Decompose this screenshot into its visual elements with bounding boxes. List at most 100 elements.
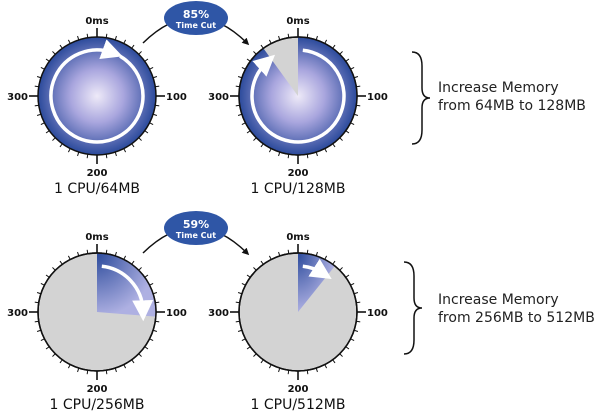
minor-tick xyxy=(152,292,158,295)
tick-label-bottom: 200 xyxy=(87,384,108,395)
minor-tick xyxy=(131,260,135,265)
note-line-1: Increase Memory xyxy=(438,292,559,308)
minor-tick xyxy=(152,76,158,79)
minor-tick xyxy=(246,274,251,278)
badge-label: Time Cut xyxy=(176,21,216,30)
minor-tick xyxy=(114,251,117,257)
minor-tick xyxy=(86,249,89,254)
minor-tick xyxy=(278,151,281,157)
minor-tick xyxy=(45,346,50,350)
minor-tick xyxy=(59,143,63,148)
elapsed-time-arrow xyxy=(302,258,332,279)
minor-tick xyxy=(268,364,272,369)
minor-tick xyxy=(235,104,240,107)
minor-tick xyxy=(59,359,63,364)
minor-tick xyxy=(332,359,336,364)
minor-tick xyxy=(278,251,281,257)
tick-label-left: 300 xyxy=(7,308,28,319)
elapsed-time-arrow xyxy=(250,48,346,144)
minor-tick xyxy=(260,143,264,148)
tick-label-top: 0ms xyxy=(286,16,309,27)
brace xyxy=(411,51,431,145)
tick-label-bottom: 200 xyxy=(288,168,309,179)
tick-label-bottom: 200 xyxy=(288,384,309,395)
minor-tick xyxy=(144,58,149,62)
minor-tick xyxy=(332,44,336,49)
minor-tick xyxy=(45,274,50,278)
clock-1-cpu-128mb: 0ms 100 200 300 1 CPU/128MB xyxy=(208,16,388,197)
clock-caption: 1 CPU/64MB xyxy=(54,181,140,197)
minor-tick xyxy=(260,44,264,49)
minor-tick xyxy=(67,255,71,260)
minor-tick xyxy=(345,346,350,350)
minor-tick xyxy=(40,122,45,126)
minor-tick xyxy=(350,282,355,286)
minor-tick xyxy=(138,137,142,141)
minor-tick xyxy=(345,58,350,62)
minor-tick xyxy=(241,66,246,70)
elapsed-time-arrow xyxy=(101,264,154,322)
minor-tick xyxy=(315,251,318,257)
minor-tick xyxy=(155,320,160,323)
minor-tick xyxy=(105,33,108,38)
tick-label-top: 0ms xyxy=(286,232,309,243)
minor-tick xyxy=(114,367,117,373)
minor-tick xyxy=(149,338,154,342)
minor-tick xyxy=(237,76,243,79)
tick-label-right: 100 xyxy=(367,308,388,319)
minor-tick xyxy=(40,338,45,342)
minor-tick xyxy=(356,85,361,88)
minor-tick xyxy=(152,113,158,116)
note-line-2: from 256MB to 512MB xyxy=(438,310,595,326)
brace xyxy=(403,261,423,355)
tick-label-right: 100 xyxy=(166,308,187,319)
minor-tick xyxy=(246,58,251,62)
tick-label-bottom: 200 xyxy=(87,168,108,179)
clock-1-cpu-256mb: 0ms 100 200 300 1 CPU/256MB xyxy=(7,232,187,413)
minor-tick xyxy=(332,260,336,265)
note-line-1: Increase Memory xyxy=(438,80,559,96)
minor-tick xyxy=(131,44,135,49)
minor-tick xyxy=(350,122,355,126)
dial-face xyxy=(37,36,157,156)
tick-label-right: 100 xyxy=(367,92,388,103)
minor-tick xyxy=(237,329,243,332)
minor-tick xyxy=(268,148,272,153)
minor-tick xyxy=(59,260,63,265)
minor-tick xyxy=(40,66,45,70)
minor-tick xyxy=(52,51,56,55)
minor-tick xyxy=(278,367,281,373)
minor-tick xyxy=(138,51,142,55)
minor-tick xyxy=(306,249,309,254)
minor-tick xyxy=(123,255,127,260)
minor-tick xyxy=(315,367,318,373)
minor-tick xyxy=(59,44,63,49)
minor-tick xyxy=(350,338,355,342)
minor-tick xyxy=(253,267,257,271)
minor-tick xyxy=(123,148,127,153)
minor-tick xyxy=(324,148,328,153)
tick-label-left: 300 xyxy=(7,92,28,103)
minor-tick xyxy=(356,104,361,107)
minor-tick xyxy=(350,66,355,70)
minor-tick xyxy=(77,367,80,373)
clock-caption: 1 CPU/256MB xyxy=(50,397,145,413)
minor-tick xyxy=(287,33,290,38)
minor-tick xyxy=(52,267,56,271)
minor-tick xyxy=(45,58,50,62)
tick-label-left: 300 xyxy=(208,92,229,103)
minor-tick xyxy=(246,346,251,350)
minor-tick xyxy=(34,320,39,323)
minor-tick xyxy=(144,346,149,350)
minor-tick xyxy=(339,51,343,55)
minor-tick xyxy=(306,370,309,375)
minor-tick xyxy=(123,39,127,44)
minor-tick xyxy=(353,329,359,332)
minor-tick xyxy=(114,151,117,157)
minor-tick xyxy=(67,364,71,369)
tick-label-top: 0ms xyxy=(85,232,108,243)
minor-tick xyxy=(332,143,336,148)
minor-tick xyxy=(268,39,272,44)
row-2: 0ms 100 200 300 1 CPU/256MB 0ms 100 200 300 1 CP… xyxy=(7,211,595,413)
minor-tick xyxy=(52,137,56,141)
